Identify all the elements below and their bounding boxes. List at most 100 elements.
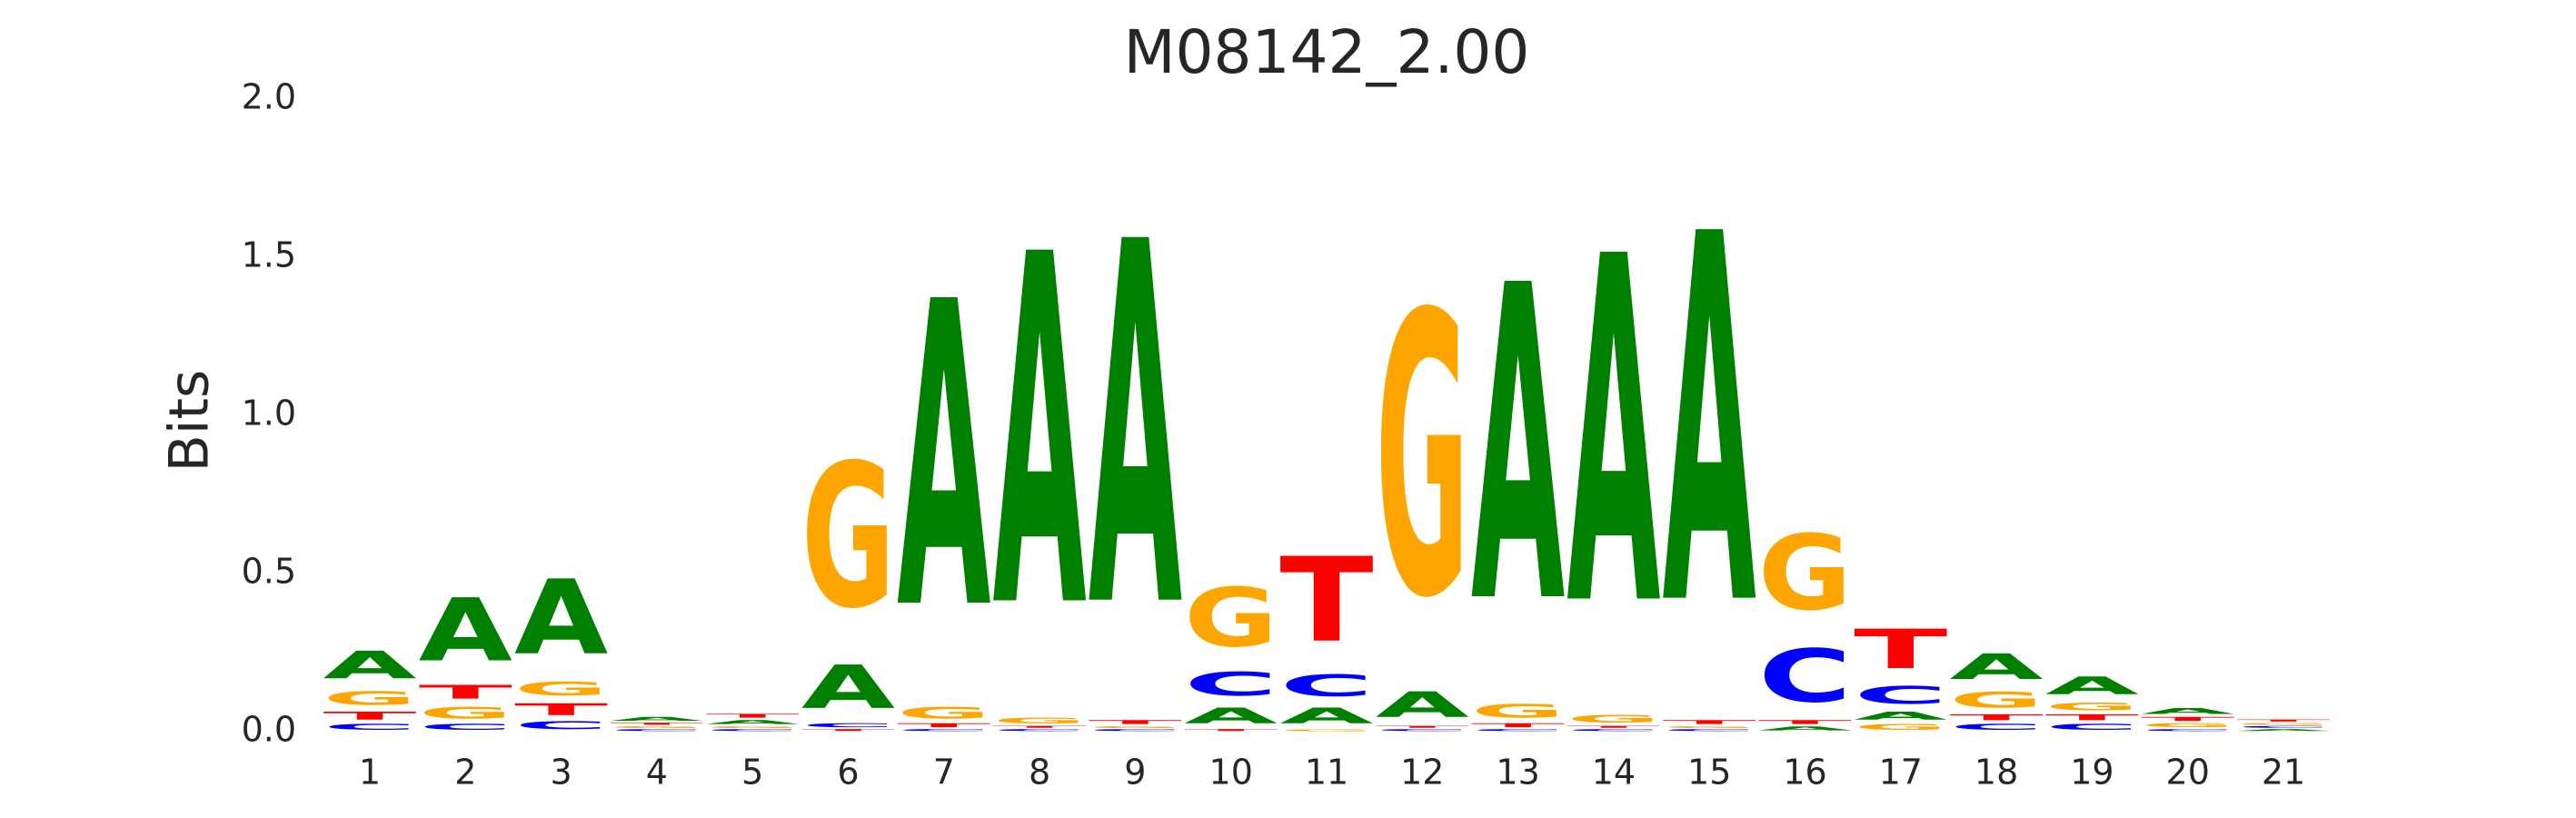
letter-glyph: C (419, 723, 512, 732)
letter-glyph: G (610, 725, 703, 728)
x-tick-label: 5 (741, 753, 763, 793)
letter-glyph: T (419, 682, 513, 703)
letter-glyph: C (1758, 634, 1852, 719)
letter-glyph: A (610, 716, 703, 723)
letter-glyph: A (897, 214, 991, 703)
x-tick-label: 18 (1974, 753, 2018, 793)
letter-glyph: T (323, 710, 416, 723)
letter-glyph: T (1184, 729, 1278, 732)
letter-glyph: C (323, 723, 416, 732)
letter-glyph: G (1279, 729, 1373, 732)
letter-glyph: C (1950, 723, 2044, 732)
letter-glyph: A (323, 643, 416, 687)
x-tick-label: 10 (1209, 753, 1253, 793)
letter-glyph: C (1279, 669, 1373, 703)
letter-glyph: C (1376, 729, 1469, 732)
x-tick-label: 3 (551, 753, 572, 793)
letter-glyph: A (1758, 725, 1852, 732)
letter-glyph: A (514, 558, 609, 678)
x-tick-label: 21 (2262, 753, 2305, 793)
letter-glyph: G (514, 678, 608, 700)
letter-glyph: A (1471, 196, 1566, 699)
letter-glyph: G (801, 422, 895, 652)
letter-glyph: T (1279, 534, 1373, 669)
letter-glyph: C (1089, 729, 1182, 732)
letter-glyph: G (1471, 700, 1565, 722)
letter-glyph: A (1279, 703, 1373, 729)
letter-glyph: G (1089, 725, 1182, 728)
letter-glyph: A (2141, 706, 2234, 715)
letter-glyph: G (897, 703, 990, 723)
x-tick-label: 9 (1124, 753, 1146, 793)
letter-glyph: A (706, 719, 800, 725)
letter-glyph: G (2236, 723, 2330, 725)
letter-glyph: T (1758, 719, 1852, 725)
x-tick-label: 7 (933, 753, 955, 793)
letter-glyph: G (2141, 723, 2234, 729)
letter-glyph: C (1663, 729, 1756, 732)
letter-glyph: T (514, 700, 608, 719)
letter-glyph: C (610, 729, 703, 732)
y-tick-label: 1.0 (242, 394, 296, 434)
letter-glyph: T (1566, 725, 1660, 728)
letter-glyph: G (1184, 571, 1278, 665)
letter-glyph: A (1663, 130, 1757, 717)
letter-glyph: T (1854, 618, 1947, 681)
x-tick-label: 2 (454, 753, 476, 793)
y-tick-label: 1.5 (242, 235, 296, 275)
letter-glyph: T (1089, 719, 1182, 725)
x-tick-label: 11 (1305, 753, 1348, 793)
letter-glyph: T (1663, 719, 1756, 725)
letter-glyph: A (1376, 684, 1469, 725)
chart-title: M08142_2.00 (1124, 17, 1530, 87)
letter-glyph: A (1950, 647, 2044, 688)
letter-glyph: G (419, 703, 512, 723)
x-tick-label: 1 (359, 753, 381, 793)
letter-glyph: C (514, 719, 608, 732)
letter-glyph: G (1758, 514, 1852, 633)
letter-glyph: G (1663, 725, 1756, 728)
letter-glyph: A (993, 155, 1088, 715)
letter-glyph: T (897, 723, 990, 729)
letter-glyph: T (1471, 723, 1565, 729)
letter-glyph: G (993, 716, 1087, 725)
letter-glyph: C (1184, 665, 1278, 703)
x-tick-label: 19 (2070, 753, 2114, 793)
y-axis-label: Bits (158, 370, 222, 473)
letter-glyph: A (1089, 137, 1183, 717)
letter-glyph: C (2236, 725, 2330, 728)
letter-glyph: T (610, 723, 703, 725)
letter-glyph: G (1376, 233, 1469, 683)
letter-glyph: A (1854, 710, 1947, 723)
letter-glyph: G (1950, 688, 2044, 713)
x-tick-label: 6 (837, 753, 859, 793)
letter-glyph: C (801, 723, 895, 729)
letter-glyph: T (801, 729, 895, 732)
y-tick-label: 2.0 (242, 77, 296, 117)
x-tick-label: 13 (1496, 753, 1539, 793)
letter-glyph: A (801, 653, 895, 722)
letter-glyph: C (1854, 681, 1947, 709)
x-tick-label: 16 (1783, 753, 1826, 793)
letter-glyph: G (323, 687, 416, 709)
letter-glyph: G (706, 725, 800, 728)
y-tick-label: 0.5 (242, 552, 296, 592)
x-tick-label: 15 (1687, 753, 1731, 793)
letter-glyph: C (1566, 729, 1660, 732)
x-tick-label: 14 (1592, 753, 1636, 793)
x-tick-label: 17 (1879, 753, 1923, 793)
letter-glyph: C (897, 729, 990, 732)
y-tick-label: 0.0 (242, 710, 296, 750)
letter-glyph: T (1950, 713, 2044, 722)
letter-glyph: G (2045, 700, 2139, 713)
letter-glyph: G (1854, 723, 1947, 732)
letter-glyph: C (2045, 723, 2139, 732)
letter-glyph: C (706, 729, 800, 732)
x-tick-label: 8 (1029, 753, 1050, 793)
letter-glyph: T (706, 713, 800, 719)
letter-glyph: T (2141, 716, 2234, 723)
letter-glyph: T (2236, 719, 2330, 722)
letter-glyph: C (2141, 729, 2234, 732)
letter-glyph: A (1184, 703, 1278, 729)
